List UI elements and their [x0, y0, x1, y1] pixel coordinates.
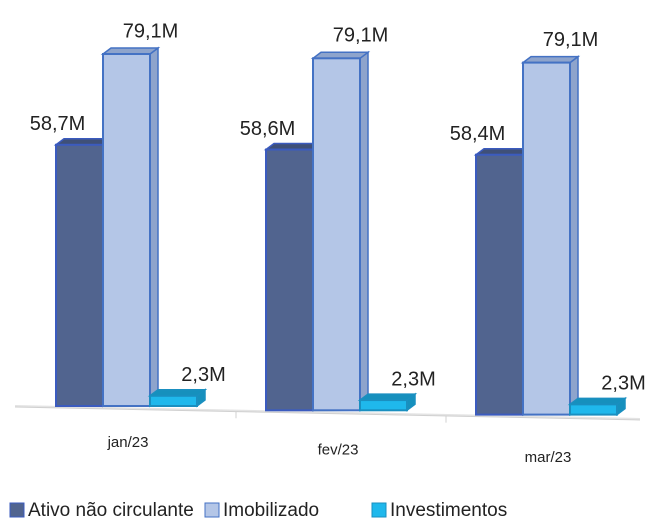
value-label: 2,3M [181, 364, 225, 386]
value-label: 2,3M [391, 368, 435, 390]
bar-front [102, 53, 151, 407]
legend-label: Ativo não circulante [28, 500, 194, 521]
value-label: 58,7M [30, 113, 86, 135]
value-label: 2,3M [601, 373, 645, 395]
legend-label: Imobilizado [223, 500, 319, 521]
x-tick-label: jan/23 [107, 434, 149, 451]
bar [520, 55, 581, 417]
value-label: 79,1M [123, 20, 179, 42]
bar [147, 388, 208, 408]
bar-front [475, 153, 524, 416]
bar [310, 50, 371, 412]
bar [567, 396, 628, 417]
axis-line [14, 406, 641, 421]
bar-front [359, 399, 408, 412]
bar-side [149, 46, 159, 408]
value-label: 58,4M [450, 123, 506, 145]
x-tick-label: mar/23 [525, 449, 572, 466]
value-label: 58,6M [240, 118, 296, 140]
bar [357, 392, 418, 412]
bar-front [149, 394, 198, 408]
bar-front [265, 148, 314, 412]
legend-label: Investimentos [390, 500, 507, 521]
bar-side [569, 55, 579, 417]
bar-front [522, 61, 571, 416]
bar-front [312, 57, 361, 412]
value-label: 79,1M [333, 25, 389, 47]
x-tick-label: fev/23 [318, 441, 359, 458]
legend-swatch [204, 502, 220, 518]
bar-front [55, 143, 104, 407]
value-label: 79,1M [543, 29, 599, 51]
bar-front [569, 403, 618, 416]
legend-swatch [371, 502, 387, 518]
bar [100, 46, 161, 408]
bar-side [359, 50, 369, 412]
legend-swatch [9, 502, 25, 518]
